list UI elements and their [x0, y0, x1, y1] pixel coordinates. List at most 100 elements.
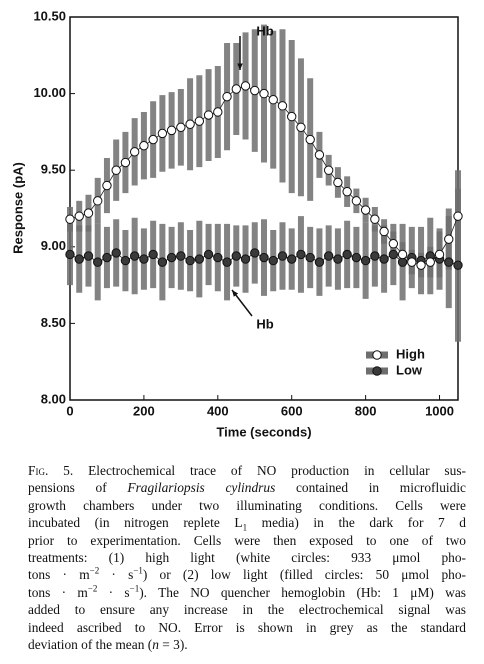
caption-text: Fig. 5. — [28, 463, 74, 478]
point — [148, 134, 158, 145]
caption-line: growth chambers under two illuminating c… — [28, 497, 466, 514]
caption-text: = 3). — [158, 637, 188, 653]
legend-label: Low — [396, 362, 423, 377]
y-tick-label: 10.00 — [33, 85, 66, 100]
caption-text: 1 — [242, 522, 248, 533]
caption-line: pensions of Fragilariopsis cylindrus con… — [28, 479, 466, 496]
caption-line: indeed ascribed to NO. Error is shown in… — [28, 619, 466, 636]
point — [453, 211, 463, 221]
point — [250, 248, 260, 258]
caption-line: tons · m−2 · s−1). The NO quencher hemog… — [28, 584, 466, 601]
point — [416, 260, 426, 270]
point — [166, 125, 177, 136]
caption-text: −2 — [89, 565, 100, 576]
arrow-head — [237, 63, 243, 70]
point — [157, 257, 168, 267]
point — [74, 211, 84, 221]
caption-text: deviation of the mean ( — [28, 637, 153, 653]
caption-text: treatments: (1) high light (white circle… — [28, 550, 466, 566]
point — [259, 88, 269, 99]
caption-text: ) or (2) low light (filled circles: 50 μ… — [142, 567, 466, 583]
y-tick-label: 9.50 — [41, 162, 66, 177]
point — [74, 254, 84, 264]
point — [323, 165, 334, 175]
y-tick-label: 10.50 — [33, 8, 66, 23]
point — [185, 119, 195, 129]
error-layer — [67, 24, 461, 342]
point — [102, 180, 112, 191]
caption-text: pensions of — [28, 480, 128, 496]
point — [333, 177, 343, 188]
y-tick-label: 9.00 — [41, 238, 66, 253]
caption: Fig. 5. Electrochemical trace of NO prod… — [28, 462, 466, 653]
point — [240, 81, 251, 91]
point — [185, 255, 195, 266]
point — [287, 111, 297, 122]
caption-text: · s — [99, 567, 134, 583]
point — [139, 140, 149, 151]
point — [129, 251, 140, 261]
point — [93, 257, 103, 267]
point — [323, 251, 334, 261]
caption-text: added to ensure any increase in the elec… — [28, 602, 466, 618]
point — [370, 214, 380, 224]
point — [287, 254, 297, 264]
x-tick-label: 1000 — [425, 403, 454, 418]
point — [370, 251, 380, 261]
point — [203, 110, 214, 120]
arrow-head — [232, 290, 239, 297]
point — [268, 95, 278, 105]
point — [222, 257, 232, 267]
caption-line: deviation of the mean (n = 3). — [28, 636, 466, 653]
point — [222, 91, 232, 102]
point — [148, 249, 158, 260]
point — [203, 249, 214, 260]
point — [397, 249, 408, 260]
x-tick-label: 0 — [66, 403, 73, 418]
x-tick-label: 800 — [355, 403, 377, 418]
y-tick-label: 8.50 — [41, 315, 66, 330]
point — [139, 254, 149, 264]
point — [240, 254, 251, 264]
point — [83, 208, 94, 218]
point — [111, 248, 121, 258]
point — [213, 252, 223, 263]
point — [213, 107, 223, 117]
point — [250, 85, 260, 96]
point — [444, 234, 454, 244]
legend-label: High — [396, 346, 425, 361]
caption-text: tons · m — [28, 567, 90, 583]
caption-text: indeed ascribed to NO. Error is shown in… — [28, 619, 466, 635]
point — [129, 147, 140, 157]
point — [120, 255, 131, 266]
point — [277, 251, 288, 261]
point — [259, 252, 269, 263]
point — [397, 257, 408, 267]
point — [444, 257, 454, 267]
point — [296, 122, 306, 133]
point — [65, 249, 75, 260]
point — [351, 252, 362, 263]
point — [102, 252, 112, 263]
point — [111, 165, 121, 175]
legend-marker — [372, 366, 382, 376]
point — [342, 186, 352, 197]
point — [157, 128, 168, 139]
caption-text: incubated (in nitrogen replete L — [28, 515, 243, 531]
caption-text: tons · m — [28, 584, 88, 600]
caption-text: ). The NO quencher hemoglobin (Hb: 1 μM)… — [139, 584, 466, 600]
point — [194, 254, 205, 264]
point — [166, 252, 177, 263]
caption-text: · s — [97, 584, 130, 600]
caption-text: Fragilariopsis cylindrus — [127, 480, 276, 496]
point — [407, 257, 417, 267]
caption-text: growth chambers under two illuminating c… — [28, 497, 466, 513]
point — [360, 255, 371, 266]
point — [65, 214, 75, 224]
point — [379, 254, 389, 264]
point — [425, 257, 435, 267]
caption-line: incubated (in nitrogen replete L1 media)… — [28, 514, 466, 533]
caption-text: −1 — [129, 583, 140, 594]
caption-text: Electrochemical trace of NO production i… — [73, 463, 466, 478]
